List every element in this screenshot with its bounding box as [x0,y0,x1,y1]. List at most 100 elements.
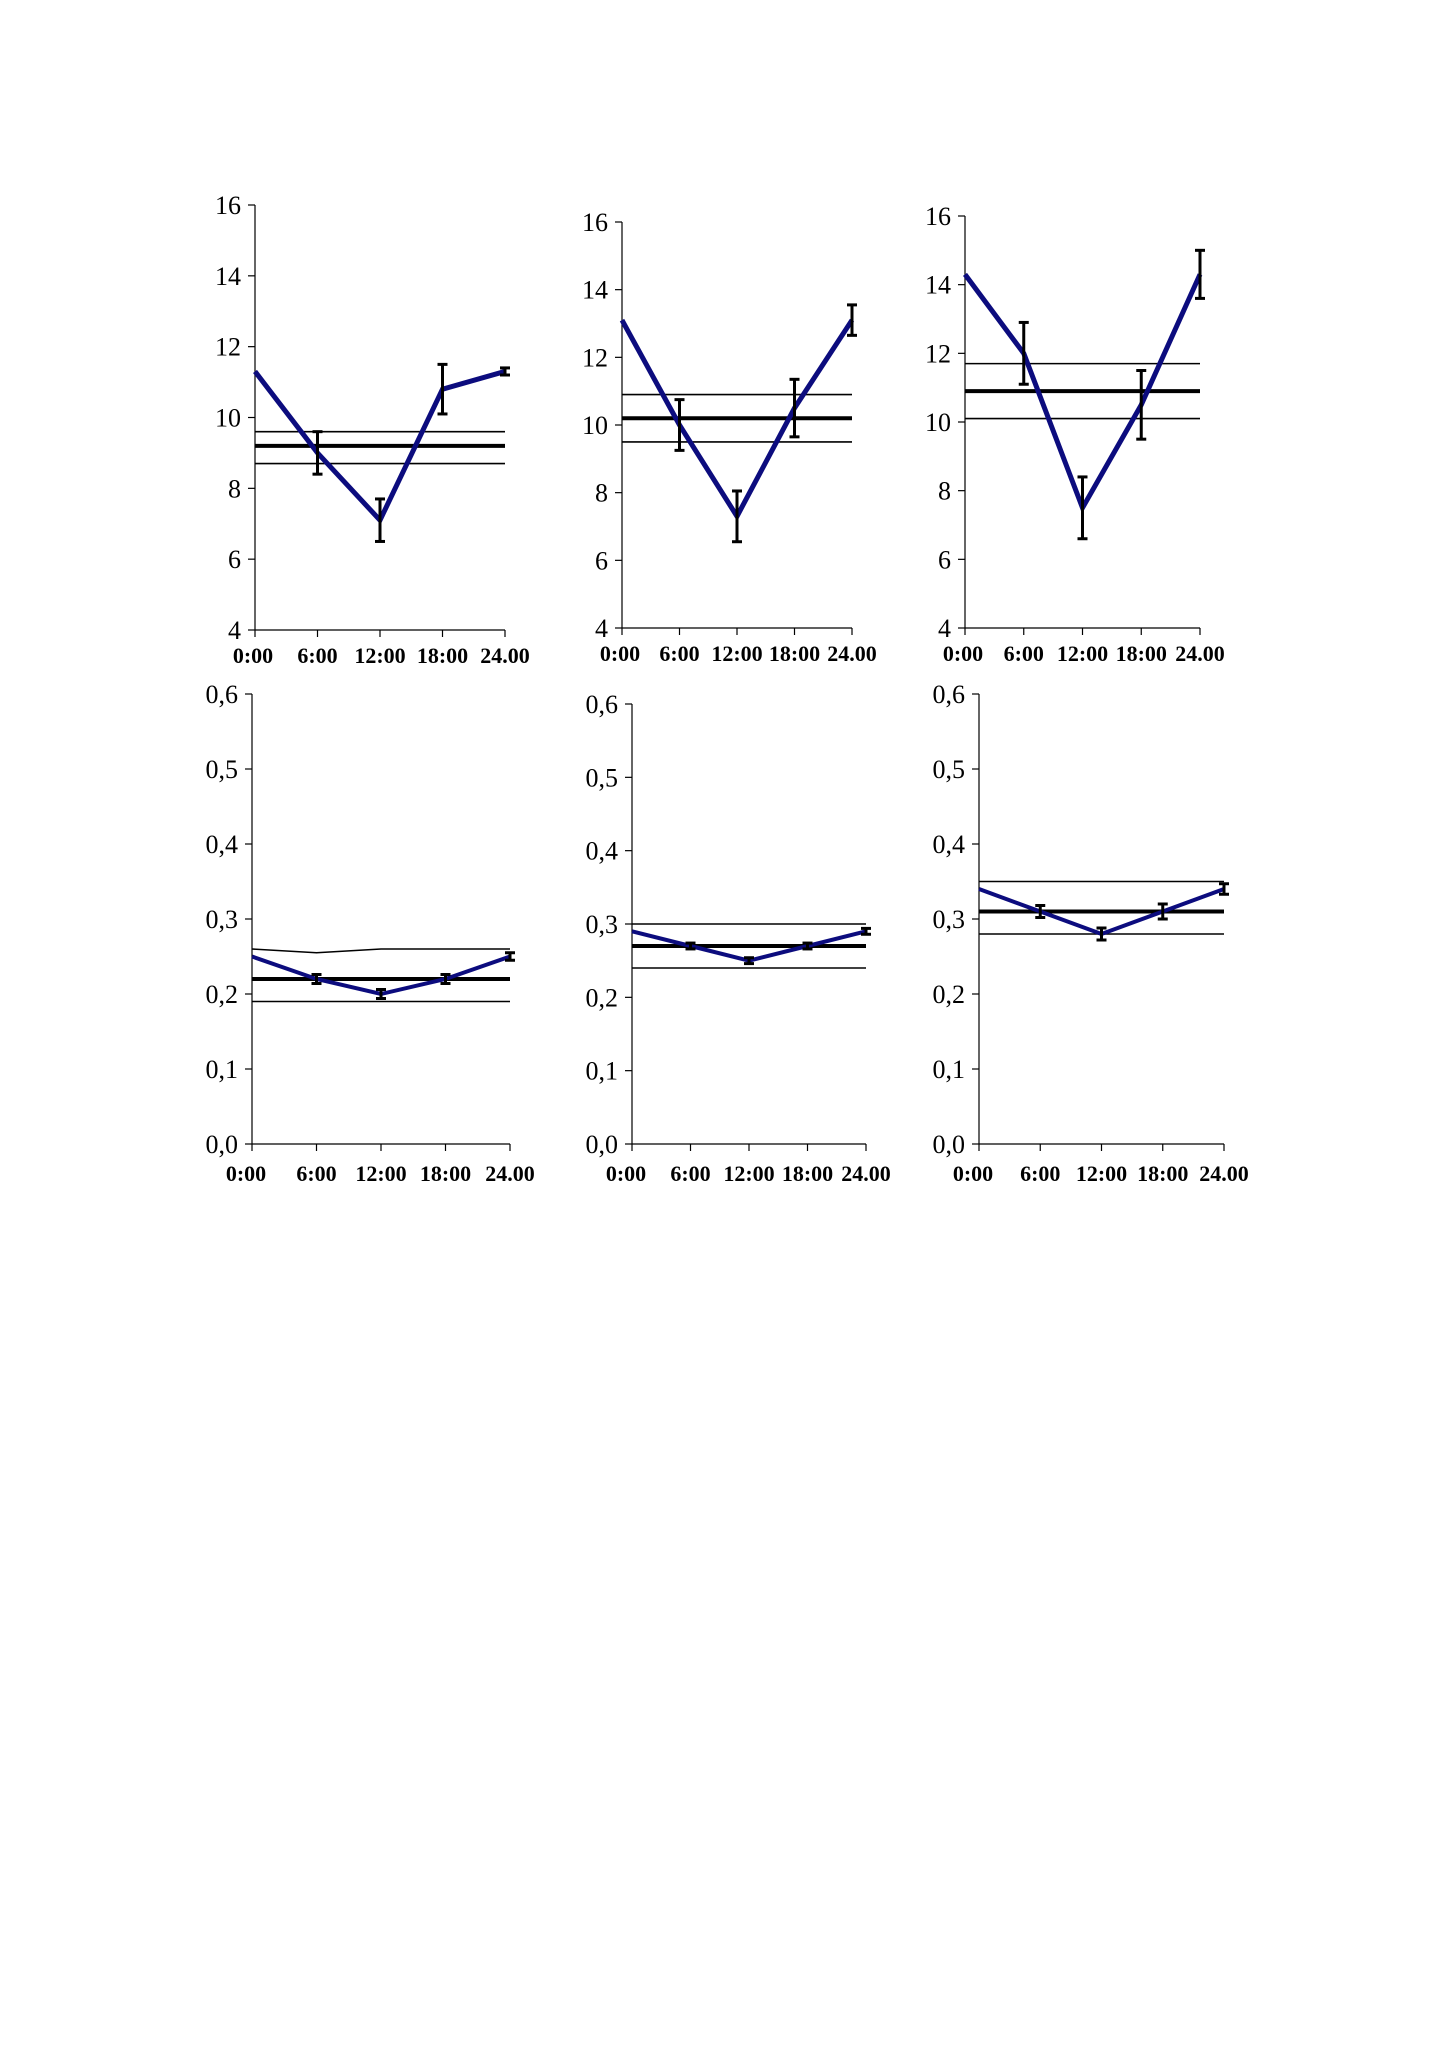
y-tick-label: 0,4 [586,837,619,866]
x-tick-label: 24.00 [1199,1161,1249,1186]
x-tick-label: 0:00 [600,641,640,666]
x-tick-label: 6:00 [659,641,699,666]
y-tick-label: 0,2 [206,980,239,1009]
error-bar [1077,475,1088,541]
error-bar [505,951,515,962]
x-tick-label: 18:00 [417,643,468,668]
x-tick-label: 18:00 [769,641,820,666]
x-tick-label: 18:00 [782,1161,833,1186]
x-tick-label: 12:00 [1057,641,1108,666]
error-bar [437,362,448,416]
y-tick-label: 12 [215,333,241,362]
chart-panel-4: 0,0 0,1 0,2 0,3 0,4 0,5 0,6 0:00 6:00 12:00 18:00 2… [206,680,535,1186]
y-tick-label: 14 [582,276,608,305]
x-tick-label: 18:00 [420,1161,471,1186]
x-tick-label: 12:00 [711,641,762,666]
y-tick-label: 12 [925,339,951,368]
error-bar [847,303,857,337]
y-tick-label: 10 [215,404,241,433]
y-tick-label: 12 [582,343,608,372]
y-tick-label: 0,1 [206,1055,239,1084]
y-tick-label: 6 [938,545,951,574]
x-tick-label: 6:00 [297,643,337,668]
y-tick-label: 0,5 [206,755,239,784]
y-tick-label: 0,3 [586,910,619,939]
x-tick-label: 6:00 [1020,1161,1060,1186]
y-tick-label: 0,1 [586,1057,619,1086]
y-tick-label: 16 [582,208,608,237]
y-tick-label: 4 [938,614,951,643]
upper-limit-line [251,948,510,954]
x-tick-label: 24.00 [841,1161,891,1186]
y-tick-label: 10 [925,408,951,437]
error-bar [1035,904,1046,919]
y-tick-label: 16 [925,202,951,231]
error-bar [311,973,322,985]
y-tick-label: 0,5 [933,755,966,784]
x-tick-label: 12:00 [1076,1161,1127,1186]
error-bar [376,988,386,1000]
error-bar [440,973,451,985]
chart-panel-3: 4 6 8 10 12 14 16 0:00 6:00 12:00 18:00 24.00 [925,202,1225,666]
error-bar [1136,369,1147,441]
y-tick-label: 0,6 [586,690,619,719]
error-bar [674,398,685,452]
x-tick-label: 0:00 [233,643,273,668]
error-bar [375,497,385,543]
error-bar [789,377,800,439]
y-tick-label: 0,0 [206,1130,239,1159]
x-tick-label: 6:00 [1004,641,1044,666]
x-tick-label: 12:00 [723,1161,774,1186]
y-tick-label: 4 [595,614,608,643]
x-tick-label: 0:00 [226,1161,266,1186]
y-tick-label: 14 [925,271,951,300]
y-tick-label: 0,1 [933,1055,966,1084]
y-tick-label: 0,0 [933,1130,966,1159]
y-tick-label: 0,5 [586,763,619,792]
error-bar [802,941,813,951]
error-bar [1195,248,1205,300]
chart-panel-2: 4 6 8 10 12 14 16 0:00 6:00 12:00 18:00 24.00 [582,208,877,666]
y-tick-label: 14 [215,262,241,291]
y-tick-label: 0,4 [933,830,966,859]
error-bar [861,926,871,936]
y-tick-label: 8 [228,474,241,503]
error-bar [685,941,696,951]
y-tick-label: 8 [595,479,608,508]
y-tick-label: 0,4 [206,830,239,859]
y-tick-label: 0,6 [206,680,239,709]
y-tick-label: 0,0 [586,1130,619,1159]
x-tick-label: 0:00 [953,1161,993,1186]
y-tick-label: 0,3 [206,905,239,934]
y-tick-label: 16 [215,191,241,220]
error-bar [500,366,510,377]
x-tick-label: 12:00 [354,643,405,668]
x-tick-label: 24.00 [827,641,877,666]
x-tick-label: 24.00 [480,643,530,668]
chart-panel-5: 0,0 0,1 0,2 0,3 0,4 0,5 0,6 0:00 6:00 12:00 18:00 2… [586,690,891,1186]
x-tick-label: 0:00 [606,1161,646,1186]
error-bar [1219,882,1229,896]
x-tick-label: 0:00 [943,641,983,666]
chart-panel-6: 0,0 0,1 0,2 0,3 0,4 0,5 0,6 0:00 6:00 12:00 18:00 2… [933,680,1249,1186]
x-tick-label: 18:00 [1116,641,1167,666]
x-tick-label: 6:00 [296,1161,336,1186]
error-bar [744,956,754,966]
error-bar [312,430,323,476]
y-tick-label: 0,3 [933,905,966,934]
y-tick-label: 6 [228,545,241,574]
x-tick-label: 18:00 [1137,1161,1188,1186]
y-tick-label: 4 [228,616,241,645]
x-tick-label: 12:00 [355,1161,406,1186]
chart-panel-1: 4 6 8 10 12 14 16 0:00 6:00 12:00 18:00 24.00 [215,191,530,668]
y-tick-label: 0,6 [933,680,966,709]
error-bar [1096,926,1107,942]
error-bar [1157,902,1168,921]
y-tick-label: 8 [938,477,951,506]
error-bar [1018,320,1029,386]
error-bar [732,489,742,544]
y-tick-label: 0,2 [933,980,966,1009]
y-tick-label: 10 [582,411,608,440]
y-tick-label: 0,2 [586,983,619,1012]
